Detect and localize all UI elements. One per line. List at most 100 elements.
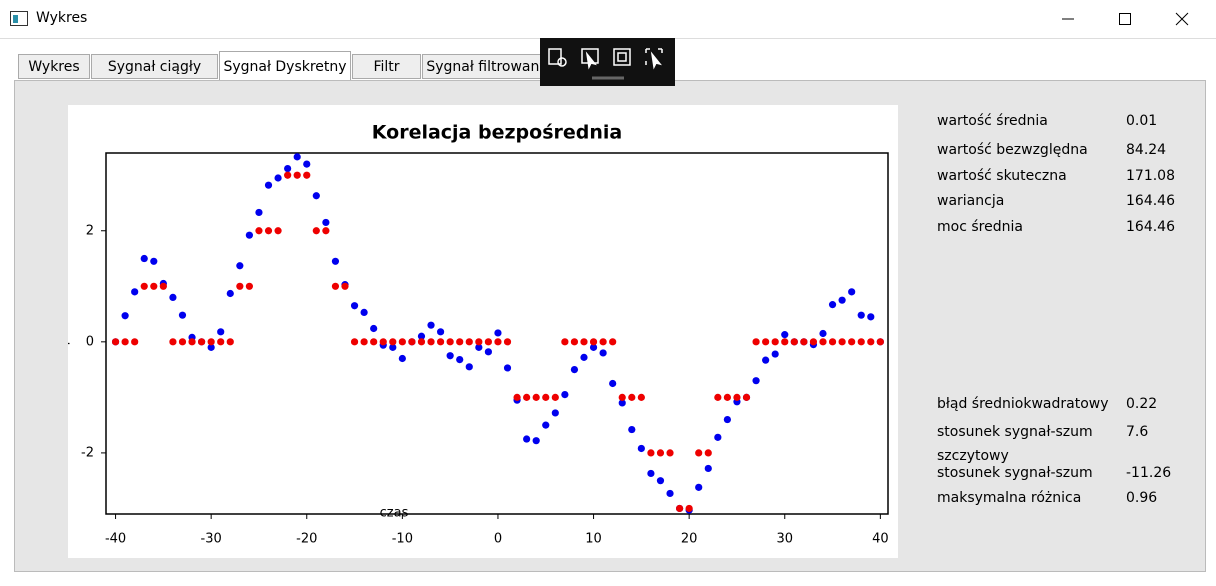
point xyxy=(456,356,464,364)
point xyxy=(207,343,215,351)
point xyxy=(197,338,206,346)
point xyxy=(360,338,368,346)
point xyxy=(723,393,731,401)
stat-label: szczytowy stosunek sygnał-szum xyxy=(937,448,1093,481)
point xyxy=(656,449,665,457)
point xyxy=(790,338,798,346)
point xyxy=(370,324,378,333)
point xyxy=(465,338,473,346)
point xyxy=(131,288,139,296)
point xyxy=(609,379,617,388)
x-tick-label: -10 xyxy=(392,532,413,547)
stat-value: 0.96 xyxy=(1126,490,1158,506)
stat-label: maksymalna różnica xyxy=(937,490,1082,506)
point xyxy=(417,332,426,340)
point xyxy=(580,338,588,346)
point xyxy=(838,296,846,304)
point xyxy=(800,338,808,346)
point xyxy=(446,352,454,360)
point xyxy=(188,338,196,346)
point xyxy=(475,343,483,351)
stat-value: 164.46 xyxy=(1126,219,1175,235)
point xyxy=(532,437,540,445)
tab[interactable]: Sygnał Dyskretny xyxy=(219,51,351,81)
point xyxy=(350,338,359,346)
point xyxy=(561,338,569,346)
point xyxy=(274,174,282,182)
point xyxy=(446,338,454,346)
point xyxy=(303,160,311,168)
point xyxy=(762,356,770,364)
point xyxy=(695,483,703,491)
point xyxy=(178,338,187,346)
point xyxy=(523,435,531,443)
x-tick-label: 0 xyxy=(494,532,502,547)
point xyxy=(236,262,244,270)
point xyxy=(274,227,282,235)
app-icon xyxy=(10,11,28,26)
tab[interactable]: Filtr xyxy=(352,54,421,79)
point xyxy=(226,338,234,346)
point xyxy=(637,444,645,453)
point xyxy=(561,390,569,399)
tab[interactable]: Sygnał filtrowany xyxy=(422,54,552,79)
point xyxy=(284,171,292,179)
point xyxy=(475,338,483,346)
stat-label: wariancja xyxy=(937,193,1005,209)
stat-value: 7.6 xyxy=(1126,424,1149,440)
point xyxy=(150,257,158,265)
point xyxy=(857,338,865,346)
x-tick-label: 10 xyxy=(585,532,602,547)
point xyxy=(819,338,827,346)
point xyxy=(436,328,445,336)
point xyxy=(618,393,626,401)
y-tick-label: 0 xyxy=(86,334,94,349)
title-bar: Wykres xyxy=(0,0,1216,39)
x-tick-label: -30 xyxy=(201,532,222,547)
stat-value: 0.01 xyxy=(1126,113,1158,129)
point xyxy=(857,311,865,319)
point xyxy=(551,393,559,401)
x-tick-label: -40 xyxy=(105,532,126,547)
point xyxy=(350,302,359,310)
point xyxy=(513,393,521,401)
point xyxy=(523,393,531,401)
point xyxy=(752,338,760,346)
toolbar-icons[interactable] xyxy=(540,38,675,86)
point xyxy=(771,338,779,346)
point xyxy=(293,171,301,179)
point xyxy=(389,338,397,346)
point xyxy=(245,231,253,239)
point xyxy=(169,293,177,301)
point xyxy=(589,338,598,346)
point xyxy=(704,464,712,473)
point xyxy=(828,301,837,309)
point xyxy=(178,311,187,319)
point xyxy=(293,153,301,161)
point xyxy=(647,469,655,478)
point xyxy=(312,227,320,235)
point xyxy=(217,338,225,346)
point xyxy=(781,331,789,339)
point xyxy=(714,393,722,401)
point xyxy=(848,288,856,296)
plot-frame xyxy=(105,152,889,515)
x-tick-label: 30 xyxy=(776,532,793,547)
tab[interactable]: Sygnał ciągły xyxy=(91,54,218,79)
point xyxy=(656,477,665,485)
stat-value: 171.08 xyxy=(1126,168,1175,184)
point xyxy=(742,393,751,401)
point xyxy=(436,338,445,346)
tab[interactable]: Wykres xyxy=(18,54,90,79)
window-controls[interactable] xyxy=(1050,8,1210,30)
point xyxy=(704,449,712,457)
point xyxy=(169,338,177,346)
point xyxy=(207,338,215,346)
point xyxy=(695,449,703,457)
point xyxy=(398,354,406,363)
stat-value: 164.46 xyxy=(1126,193,1175,209)
point xyxy=(494,338,502,346)
point xyxy=(828,338,837,346)
point xyxy=(360,308,368,316)
point xyxy=(465,363,473,371)
